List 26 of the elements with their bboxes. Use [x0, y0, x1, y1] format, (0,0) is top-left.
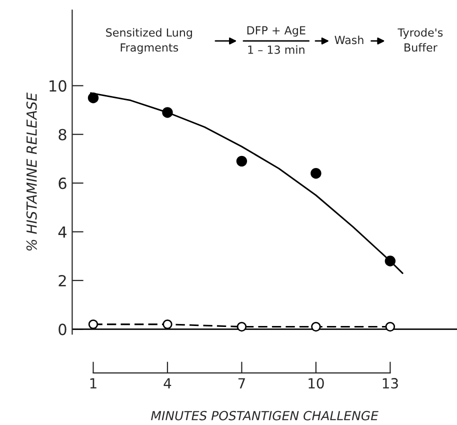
x-tick-label: 7 — [238, 378, 245, 388]
point — [311, 322, 321, 332]
point — [162, 319, 172, 330]
x-tick-label: 13 — [382, 378, 398, 389]
annotation: Wash — [334, 36, 364, 44]
x-axis-title: MINUTES POSTANTIGEN CHALLENGE — [151, 410, 378, 420]
x-tick-label: 1 — [90, 378, 96, 388]
point — [310, 168, 322, 179]
x-tick-label: 4 — [164, 378, 172, 388]
point — [236, 322, 247, 332]
point — [385, 322, 396, 332]
y-tick-label: 0 — [58, 324, 66, 336]
annotation: Sensitized Lung Fragments — [106, 28, 192, 54]
point — [88, 319, 98, 330]
point — [236, 156, 248, 167]
point — [88, 92, 99, 104]
x-tick-label: 10 — [308, 378, 324, 389]
y-tick-label: 10 — [50, 80, 66, 92]
annotation: Tyrode's Buffer — [398, 28, 443, 52]
y-axis-title: % HISTAMINE RELEASE — [26, 92, 37, 251]
annotation: 1 – 13 min — [248, 45, 304, 54]
annotation: DFP + AgE — [247, 26, 306, 37]
y-tick-label: 6 — [58, 178, 66, 190]
y-tick-label: 4 — [58, 226, 66, 238]
y-tick-label: 2 — [58, 274, 66, 286]
y-tick-label: 8 — [58, 128, 66, 140]
